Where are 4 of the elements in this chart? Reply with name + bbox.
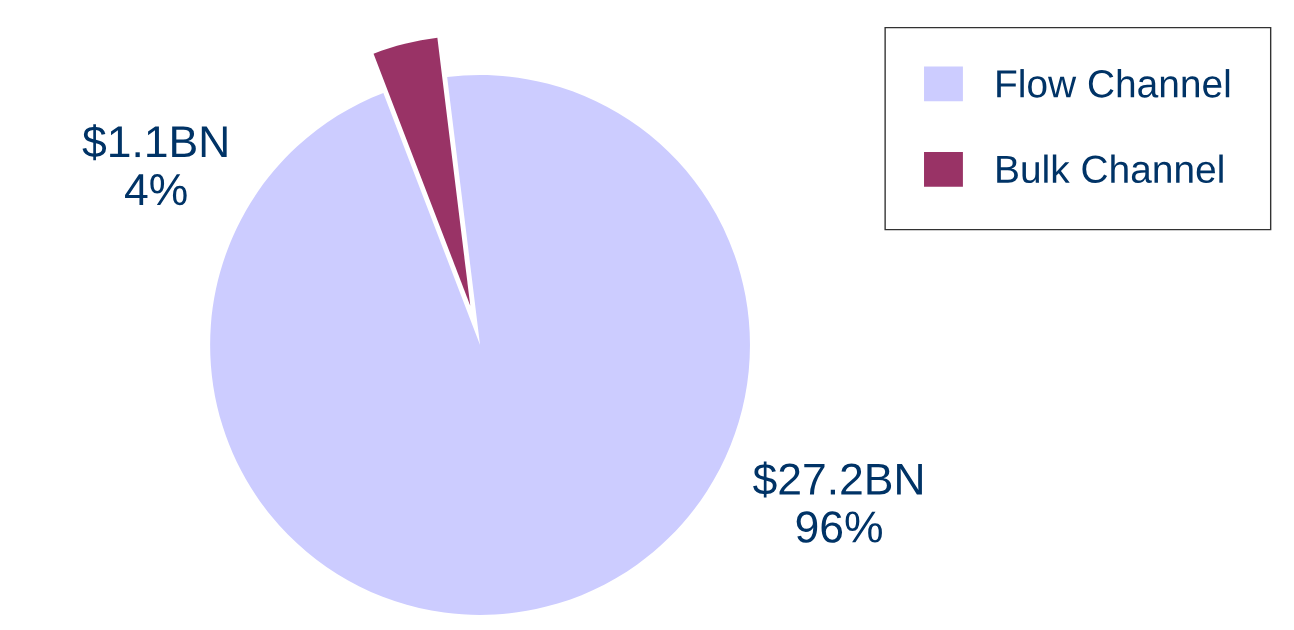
data-label: $27.2BN 96% xyxy=(753,461,922,543)
legend-label: Bulk Channel xyxy=(997,154,1223,184)
legend-label: Flow Channel xyxy=(997,69,1230,98)
data-label: $1.1BN 4% xyxy=(82,124,227,206)
